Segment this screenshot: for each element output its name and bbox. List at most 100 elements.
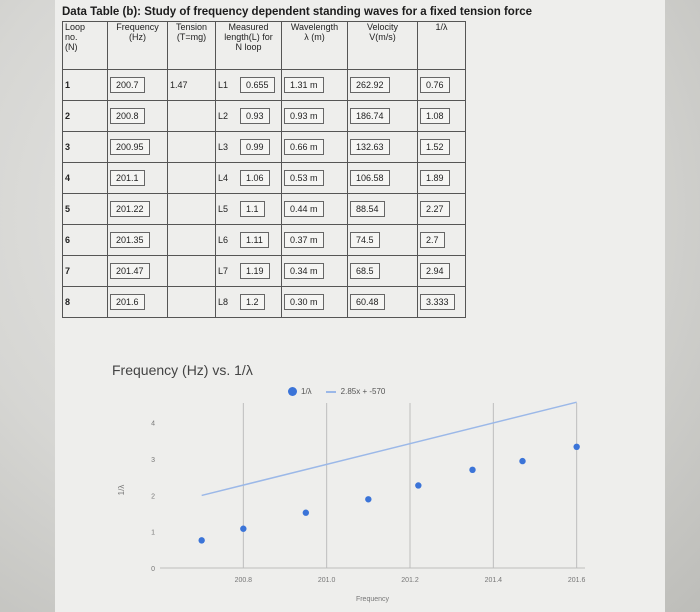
cell-velocity-value: 262.92 bbox=[350, 77, 390, 93]
cell-velocity: 74.5 bbox=[347, 224, 418, 256]
cell-velocity-value: 60.48 bbox=[350, 294, 385, 310]
y-tick-label: 4 bbox=[151, 421, 155, 428]
cell-inverse-wavelength: 1.08 bbox=[417, 100, 466, 132]
header-line: (N) bbox=[65, 42, 78, 52]
cell-wavelength: 0.53 m bbox=[281, 162, 348, 194]
legend-points-label: 1/λ bbox=[301, 387, 312, 396]
cell-wavelength-value: 1.31 m bbox=[284, 77, 324, 93]
cell-inverse-wavelength: 1.52 bbox=[417, 131, 466, 163]
length-id: L4 bbox=[218, 173, 229, 183]
y-tick-label: 2 bbox=[151, 493, 155, 500]
header-line: Tension bbox=[175, 22, 208, 33]
length-value: 1.06 bbox=[240, 170, 270, 186]
cell-wavelength: 0.66 m bbox=[281, 131, 348, 163]
table-row: 8 201.6 L8 1.2 0.30 m 60.48 3.333 bbox=[62, 286, 466, 318]
cell-wavelength: 1.31 m bbox=[281, 69, 348, 101]
cell-velocity: 132.63 bbox=[347, 131, 418, 163]
cell-inverse-wavelength-value: 1.52 bbox=[420, 139, 450, 155]
cell-measured-length: L1 0.655 bbox=[215, 69, 282, 101]
cell-velocity: 106.58 bbox=[347, 162, 418, 194]
length-value: 1.2 bbox=[240, 294, 265, 310]
cell-velocity-value: 132.63 bbox=[350, 139, 390, 155]
header-velocity: Velocity V(m/s) bbox=[347, 21, 418, 70]
cell-frequency: 200.8 bbox=[107, 100, 168, 132]
cell-loop-no: 5 bbox=[62, 193, 108, 225]
header-loop-no: Loop no. (N) bbox=[62, 21, 108, 70]
legend-marker-dot bbox=[288, 387, 297, 397]
cell-velocity: 262.92 bbox=[347, 69, 418, 101]
table-row: 7 201.47 L7 1.19 0.34 m 68.5 2.94 bbox=[62, 255, 466, 287]
data-point bbox=[415, 482, 422, 489]
cell-measured-length: L3 0.99 bbox=[215, 131, 282, 163]
cell-frequency-value: 200.7 bbox=[110, 77, 145, 93]
table-row: 4 201.1 L4 1.06 0.53 m 106.58 1.89 bbox=[62, 162, 466, 194]
length-id: L1 bbox=[218, 80, 229, 90]
cell-measured-length: L8 1.2 bbox=[215, 286, 282, 318]
length-value: 1.1 bbox=[240, 201, 265, 217]
table-row: 1 200.7 1.47 L1 0.655 1.31 m 262.92 0.76 bbox=[62, 69, 466, 101]
length-id: L7 bbox=[218, 266, 229, 276]
header-line: N loop bbox=[235, 42, 262, 52]
length-value: 0.93 bbox=[240, 108, 270, 124]
cell-wavelength: 0.37 m bbox=[281, 224, 348, 256]
cell-velocity-value: 68.5 bbox=[350, 263, 380, 279]
header-tension: Tension (T=mg) bbox=[167, 21, 216, 70]
cell-frequency-value: 201.6 bbox=[110, 294, 145, 310]
cell-velocity-value: 88.54 bbox=[350, 201, 385, 217]
cell-frequency: 201.35 bbox=[107, 224, 168, 256]
header-line: 1/λ bbox=[435, 22, 448, 33]
length-id: L8 bbox=[218, 297, 229, 307]
cell-frequency: 200.95 bbox=[107, 131, 168, 163]
x-tick-label: 201.6 bbox=[568, 577, 586, 584]
cell-frequency-value: 201.22 bbox=[110, 201, 150, 217]
cell-frequency-value: 200.95 bbox=[110, 139, 150, 155]
data-point bbox=[365, 496, 372, 503]
cell-wavelength-value: 0.93 m bbox=[284, 108, 324, 124]
trendline bbox=[201, 401, 577, 497]
header-line: V(m/s) bbox=[369, 32, 396, 42]
table-header-row: Loop no. (N) Frequency (Hz) Tension (T=mg) Meas… bbox=[62, 21, 466, 70]
cell-frequency: 200.7 bbox=[107, 69, 168, 101]
length-id: L5 bbox=[218, 204, 229, 214]
length-value: 0.655 bbox=[240, 77, 275, 93]
cell-inverse-wavelength-value: 2.7 bbox=[420, 232, 445, 248]
cell-wavelength-value: 0.44 m bbox=[284, 201, 324, 217]
cell-measured-length: L7 1.19 bbox=[215, 255, 282, 287]
header-line: Measured bbox=[228, 22, 269, 33]
cell-tension bbox=[167, 286, 216, 318]
cell-loop-no: 3 bbox=[62, 131, 108, 163]
header-line: Velocity bbox=[366, 22, 399, 33]
x-tick-label: 200.8 bbox=[235, 577, 253, 584]
data-point bbox=[198, 537, 205, 544]
x-axis-label: Frequency bbox=[356, 596, 390, 603]
length-value: 1.19 bbox=[240, 263, 270, 279]
cell-loop-no: 1 bbox=[62, 69, 108, 101]
cell-wavelength: 0.44 m bbox=[281, 193, 348, 225]
header-line: λ (m) bbox=[304, 32, 325, 42]
cell-inverse-wavelength-value: 1.89 bbox=[420, 170, 450, 186]
cell-frequency-value: 201.35 bbox=[110, 232, 150, 248]
chart-title: Frequency (Hz) vs. 1/λ bbox=[112, 362, 253, 378]
cell-wavelength-value: 0.37 m bbox=[284, 232, 324, 248]
cell-velocity-value: 186.74 bbox=[350, 108, 390, 124]
header-line: (Hz) bbox=[129, 32, 146, 42]
table-row: 2 200.8 L2 0.93 0.93 m 186.74 1.08 bbox=[62, 100, 466, 132]
cell-velocity: 68.5 bbox=[347, 255, 418, 287]
length-id: L3 bbox=[218, 142, 229, 152]
length-value: 1.11 bbox=[240, 232, 269, 248]
table-row: 6 201.35 L6 1.11 0.37 m 74.5 2.7 bbox=[62, 224, 466, 256]
cell-inverse-wavelength-value: 0.76 bbox=[420, 77, 450, 93]
table-heading: Data Table (b): Study of frequency depen… bbox=[62, 6, 533, 18]
cell-velocity: 60.48 bbox=[347, 286, 418, 318]
y-axis-label: 1/λ bbox=[117, 485, 126, 496]
cell-frequency: 201.1 bbox=[107, 162, 168, 194]
cell-inverse-wavelength: 2.94 bbox=[417, 255, 466, 287]
cell-frequency-value: 201.1 bbox=[110, 170, 145, 186]
header-line: Frequency bbox=[116, 22, 159, 33]
header-measured-length: Measured length(L) for N loop bbox=[215, 21, 282, 70]
header-line: length(L) for bbox=[224, 32, 273, 42]
cell-wavelength-value: 0.66 m bbox=[284, 139, 324, 155]
y-tick-label: 0 bbox=[151, 566, 155, 573]
cell-frequency-value: 201.47 bbox=[110, 263, 150, 279]
cell-inverse-wavelength: 2.27 bbox=[417, 193, 466, 225]
